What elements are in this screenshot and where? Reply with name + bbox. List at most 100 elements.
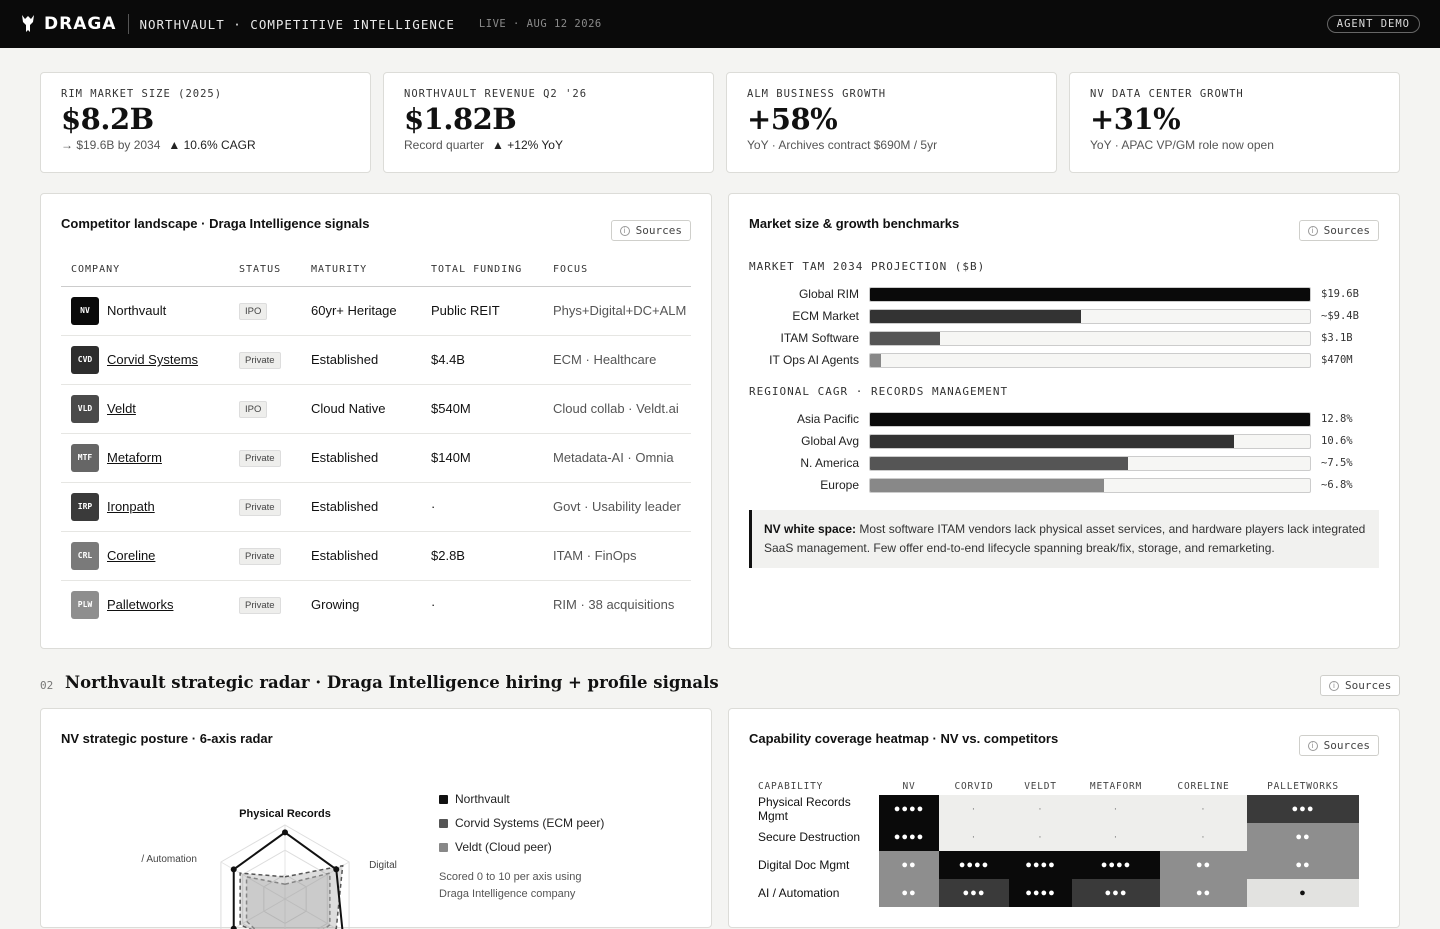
- heatmap-cell[interactable]: ·: [1009, 795, 1072, 823]
- bar-row: Europe ~6.8%: [749, 474, 1379, 496]
- kpi-sub: YoY · Archives contract $690M / 5yr: [747, 138, 938, 152]
- heatmap-cell[interactable]: ●●●: [1247, 795, 1359, 823]
- card-title: Capability coverage heatmap · NV vs. com…: [749, 731, 1059, 746]
- heatmap-cell[interactable]: ·: [1009, 823, 1072, 851]
- heatmap-cell[interactable]: ●●●: [1072, 879, 1160, 907]
- capability-label: AI / Automation: [758, 886, 840, 900]
- maturity-cell: Cloud Native: [301, 384, 421, 434]
- status-badge: Private: [239, 449, 281, 467]
- kpi-card-dc-growth: NV DATA CENTER GROWTH +31% YoY · APAC VP…: [1069, 72, 1400, 173]
- heatmap-cell[interactable]: ●●: [879, 851, 939, 879]
- heatmap-cell[interactable]: ·: [1072, 795, 1160, 823]
- company-logo: MTF: [71, 443, 99, 472]
- table-row[interactable]: CRL Coreline Private Established $2.8B I…: [61, 531, 691, 581]
- company-link[interactable]: Palletworks: [107, 597, 174, 613]
- heatmap-cell[interactable]: ●●: [879, 879, 939, 907]
- bar-fill: [870, 287, 1310, 301]
- info-icon: i: [1307, 740, 1318, 751]
- company-cell: PLW Palletworks: [61, 580, 229, 629]
- bar-fill: [870, 412, 1310, 426]
- company-link[interactable]: Northvault: [107, 303, 167, 318]
- heatmap-cell[interactable]: ·: [939, 823, 1009, 851]
- heatmap-cell[interactable]: ●●: [1160, 851, 1247, 879]
- bar-row: ITAM Software $3.1B: [749, 327, 1379, 349]
- heatmap-cell[interactable]: ●●: [1160, 879, 1247, 907]
- company-link[interactable]: Coreline: [107, 548, 156, 563]
- company-logo: VLD: [71, 394, 99, 423]
- heatmap-cell[interactable]: ·: [1160, 795, 1247, 823]
- heatmap-cell[interactable]: ●●●●: [939, 851, 1009, 879]
- kpi-label: RIM MARKET SIZE (2025): [61, 88, 223, 100]
- maturity-cell: Established: [301, 433, 421, 483]
- competitor-landscape-card: Competitor landscape · Draga Intelligenc…: [40, 193, 712, 649]
- legend-item[interactable]: Corvid Systems (ECM peer): [439, 811, 604, 835]
- kpi-card-rim-market: RIM MARKET SIZE (2025) $8.2B → $19.6B by…: [40, 72, 371, 173]
- company-logo: CRL: [71, 541, 99, 570]
- sources-button[interactable]: i Sources: [1298, 220, 1379, 241]
- table-row[interactable]: IRP Ironpath Private Established · Govt …: [61, 482, 691, 532]
- company-cell: VLD Veldt: [61, 384, 229, 434]
- col-header[interactable]: STATUS: [229, 262, 301, 287]
- table-row[interactable]: NV Northvault IPO 60yr+ Heritage Public …: [61, 286, 691, 336]
- heatmap-cell[interactable]: ●●●●: [1009, 851, 1072, 879]
- company-link[interactable]: Ironpath: [107, 499, 155, 514]
- sources-button[interactable]: i Sources: [1320, 675, 1401, 696]
- table-row[interactable]: VLD Veldt IPO Cloud Native $540M Cloud c…: [61, 384, 691, 434]
- brand[interactable]: DRAGA: [20, 14, 116, 34]
- bar-row: ECM Market ~$9.4B: [749, 305, 1379, 327]
- bar-row: Global Avg 10.6%: [749, 430, 1379, 452]
- status-cell: Private: [229, 482, 301, 532]
- heatmap-cell[interactable]: ●●●●: [879, 823, 939, 851]
- heatmap-cell[interactable]: ●●: [1247, 823, 1359, 851]
- company-link[interactable]: Corvid Systems: [107, 352, 199, 367]
- heatmap-cell[interactable]: ●●●●: [1009, 879, 1072, 907]
- legend-item[interactable]: Northvault: [439, 787, 604, 811]
- heatmap-cell[interactable]: ·: [939, 795, 1009, 823]
- callout-title: NV white space:: [764, 522, 857, 536]
- status-cell: Private: [229, 433, 301, 483]
- sources-button[interactable]: i Sources: [610, 220, 691, 241]
- company-cell: IRP Ironpath: [61, 482, 229, 532]
- heatmap-cell[interactable]: ●: [1247, 879, 1359, 907]
- kpi-trend: ▲ +12% YoY: [492, 138, 563, 152]
- heatmap-cell[interactable]: ·: [1072, 823, 1160, 851]
- divider: [128, 14, 130, 34]
- heatmap-cell[interactable]: ·: [1160, 823, 1247, 851]
- bar-value: $3.1B: [1321, 332, 1353, 344]
- table-row[interactable]: PLW Palletworks Private Growing · RIM · …: [61, 580, 691, 629]
- radar-series-1: [239, 864, 344, 929]
- bar-track: [869, 330, 1311, 346]
- maturity-cell: 60yr+ Heritage: [301, 286, 421, 336]
- legend-item[interactable]: Veldt (Cloud peer): [439, 835, 604, 859]
- radar-chart: Physical Records Digital / Automation: [141, 808, 397, 929]
- bar-label: ITAM Software: [780, 331, 859, 345]
- col-header: CORELINE: [1177, 780, 1230, 792]
- col-header[interactable]: MATURITY: [301, 262, 421, 287]
- company-link[interactable]: Veldt: [107, 401, 136, 416]
- col-header[interactable]: FOCUS: [543, 262, 691, 287]
- heatmap-cell[interactable]: ●●●: [939, 879, 1009, 907]
- capability-heatmap: CAPABILITY NV CORVID VELDT METAFORM CORE…: [737, 777, 1359, 907]
- sources-button[interactable]: i Sources: [1298, 735, 1379, 756]
- heatmap-cell[interactable]: ●●: [1247, 851, 1359, 879]
- kpi-card-nv-revenue: NORTHVAULT REVENUE Q2 '26 $1.82B Record …: [383, 72, 714, 173]
- col-header: CORVID: [954, 780, 994, 792]
- status-cell: IPO: [229, 286, 301, 336]
- maturity-cell: Growing: [311, 597, 360, 613]
- table-row[interactable]: CVD Corvid Systems Private Established $…: [61, 335, 691, 385]
- status-badge: Private: [239, 596, 281, 614]
- table-row[interactable]: MTF Metaform Private Established $140M M…: [61, 433, 691, 483]
- bar-value: ~6.8%: [1321, 479, 1353, 491]
- focus-cell: RIM · 38 acquisitions: [553, 597, 675, 613]
- heatmap-cell[interactable]: ●●●●: [879, 795, 939, 823]
- company-link[interactable]: Metaform: [107, 450, 162, 465]
- col-header[interactable]: COMPANY: [61, 262, 229, 287]
- col-header[interactable]: TOTAL FUNDING: [421, 262, 543, 287]
- maturity-cell: Established: [301, 482, 421, 532]
- company-logo: NV: [71, 296, 99, 325]
- company-cell: MTF Metaform: [61, 433, 229, 483]
- heatmap-row: Secure Destruction ●●●● · · · · ●●: [737, 823, 1359, 851]
- card-title: Market size & growth benchmarks: [749, 216, 960, 231]
- agent-demo-badge[interactable]: AGENT DEMO: [1326, 15, 1420, 33]
- heatmap-cell[interactable]: ●●●●: [1072, 851, 1160, 879]
